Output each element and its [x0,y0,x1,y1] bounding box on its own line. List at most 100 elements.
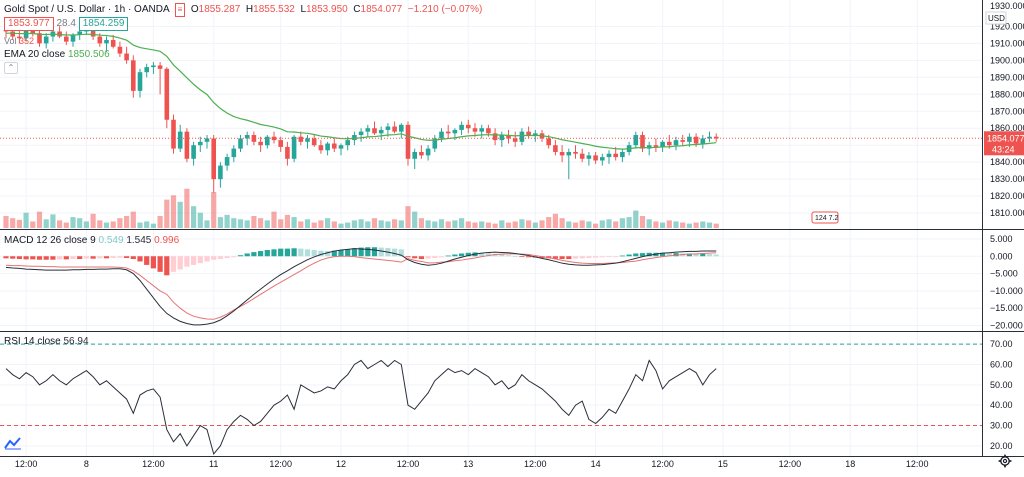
rsi-tick-label: 40.00 [990,400,1013,410]
macd-histogram-bar [566,256,572,260]
candle-body [687,136,692,142]
macd-histogram-bar [579,256,585,259]
macd-histogram-bar [117,256,123,258]
currency-badge [985,11,1007,25]
macd-histogram-bar [365,247,371,257]
ohlc-change: −1.210 (−0.07%) [407,4,483,15]
time-tick-label: 14 [591,459,601,469]
collapse-legend-button[interactable]: ⌃ [4,62,18,74]
volume-bar [445,221,451,228]
macd-histogram-bar [512,255,518,257]
macd-tick-label: −15.000 [990,303,1023,313]
macd-histogram-bar [291,248,297,257]
candle-body [459,124,464,130]
candle-body [653,145,659,147]
volume-bar [237,219,244,228]
volume-value: 352 [19,36,35,46]
candle-body [566,152,572,156]
symbol-title[interactable]: Gold Spot / U.S. Dollar · 1h · OANDA [4,4,170,15]
currency-label: USD [988,14,1005,23]
volume-bar [331,221,337,228]
candle-body [439,131,444,139]
macd-histogram-bar [445,255,451,257]
macd-histogram-bar [599,256,605,258]
macd-histogram-bar [191,256,197,265]
bid-button[interactable]: 1853.977 [4,17,54,31]
volume-bar [472,222,478,228]
candle-body [43,36,49,44]
macd-histogram-bar [639,253,646,257]
volume-bar [633,210,639,228]
macd-histogram-bar [157,256,163,272]
gear-icon[interactable] [998,454,1012,468]
volume-bar [693,222,699,228]
volume-bar [298,221,304,228]
time-tick-label: 12:00 [269,459,292,469]
macd-histogram-bar [63,256,69,260]
macd-histogram-bar [177,256,183,270]
volume-bar [264,220,270,228]
candle-body [305,138,310,142]
bid-ask-row: 1853.977 28.4 1854.259 [4,17,129,31]
volume-bar [197,212,203,228]
macd-label[interactable]: MACD 12 26 close 9 [4,235,96,246]
volume-bar [546,217,552,228]
candle-body [425,148,431,156]
candle-body [164,68,170,120]
volume-bar [512,221,518,228]
macd-histogram-bar [204,256,210,262]
candle-body [198,141,203,146]
volume-bar [103,222,110,228]
price-tick-label: 1880.000 [990,89,1024,99]
candle-body [385,126,391,130]
macd-histogram-bar [3,256,9,259]
ohlc-c-label: C [353,4,361,15]
rsi-value: 56.94 [63,336,89,347]
bar-countdown-label: 43:24 [992,144,1015,154]
candle-body [573,152,578,154]
volume-bar [304,219,311,228]
volume-bar [700,221,706,228]
volume-bar [3,216,9,228]
candle-body [177,131,183,149]
candle-body [512,138,518,142]
volume-bar [90,213,96,228]
candle-body [680,140,685,142]
macd-histogram-bar [184,256,190,267]
macd-signal-line [5,252,717,320]
macd-histogram-bar [606,256,612,258]
macd-histogram-bar [586,256,592,258]
ask-button[interactable]: 1854.259 [78,17,129,31]
macd-histogram-bar [351,248,357,257]
candle-body [600,157,605,161]
macd-histogram-bar [57,256,63,260]
rsi-tick-label: 70.00 [990,339,1013,349]
ema-label[interactable]: EMA 20 close [4,49,66,60]
candle-body [667,141,672,146]
macd-histogram-bar [398,249,404,257]
price-tick-label: 1900.000 [990,55,1024,65]
macd-histogram-bar [646,252,652,257]
volume-bar [338,223,344,228]
macd-histogram-bar [539,256,545,258]
volume-bar [452,220,458,228]
candle-body [211,138,216,180]
rsi-label[interactable]: RSI 14 close [4,336,61,347]
volume-bar [385,221,391,228]
volume-bar [77,218,83,228]
candle-body [244,135,250,139]
volume-bar [16,219,22,228]
main-legend: Gold Spot / U.S. Dollar · 1h · OANDA ≡ O… [4,3,482,17]
macd-histogram-bar [505,255,512,257]
volume-bar [184,188,190,228]
volume-bar [36,211,43,228]
candle-body [110,39,116,47]
macd-histogram-bar [144,256,150,265]
macd-histogram-bar [706,254,713,257]
candle-body [392,126,397,132]
tradingview-logo-icon[interactable] [4,436,22,450]
volume-bar [10,218,16,228]
volume-bar [572,222,579,228]
